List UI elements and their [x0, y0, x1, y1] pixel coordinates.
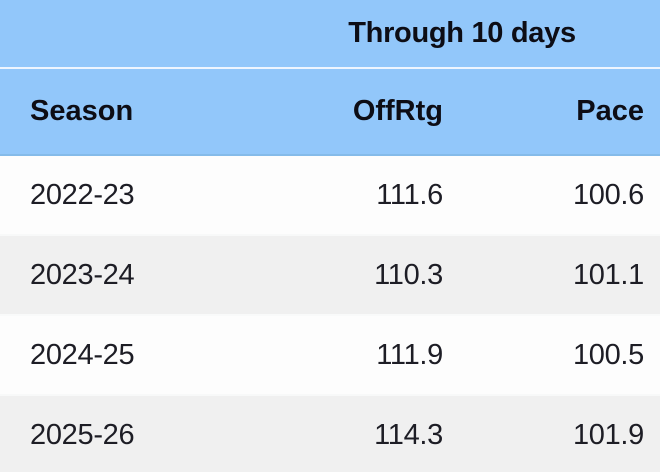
- cell-season: 2024-25: [30, 338, 135, 371]
- cell-pace: 100.5: [572, 338, 645, 371]
- table-row: 2022-23 111.6 100.6: [0, 155, 660, 235]
- cell-pace: 101.1: [572, 258, 645, 291]
- table-row: 2023-24 110.3 101.1: [0, 235, 660, 315]
- cell-season: 2022-23: [30, 178, 135, 211]
- spanner-blank-cell: [0, 0, 230, 68]
- table-spanner-title: Through 10 days: [230, 0, 660, 68]
- cell-pace: 101.9: [572, 418, 645, 451]
- column-header-pace: Pace: [460, 67, 660, 156]
- column-header-season: Season: [0, 67, 230, 156]
- column-header-offrtg: OffRtg: [230, 67, 460, 156]
- cell-offrtg: 114.3: [374, 418, 443, 451]
- cell-season: 2025-26: [30, 418, 135, 451]
- cell-offrtg: 111.6: [376, 178, 443, 211]
- cell-offrtg: 111.9: [376, 338, 443, 371]
- table-row: 2024-25 111.9 100.5: [0, 315, 660, 395]
- cell-offrtg: 110.3: [374, 258, 443, 291]
- spanner-row: Through 10 days: [0, 0, 660, 68]
- cell-pace: 100.6: [572, 178, 645, 211]
- table-row: 2025-26 114.3 101.9: [0, 395, 660, 472]
- cell-season: 2023-24: [30, 258, 135, 291]
- table-header: Through 10 days Season OffRtg Pace: [0, 0, 660, 156]
- column-header-row: Season OffRtg Pace: [0, 67, 660, 156]
- table-body: 2022-23 111.6 100.6 2023-24 110.3 101.1 …: [0, 155, 660, 472]
